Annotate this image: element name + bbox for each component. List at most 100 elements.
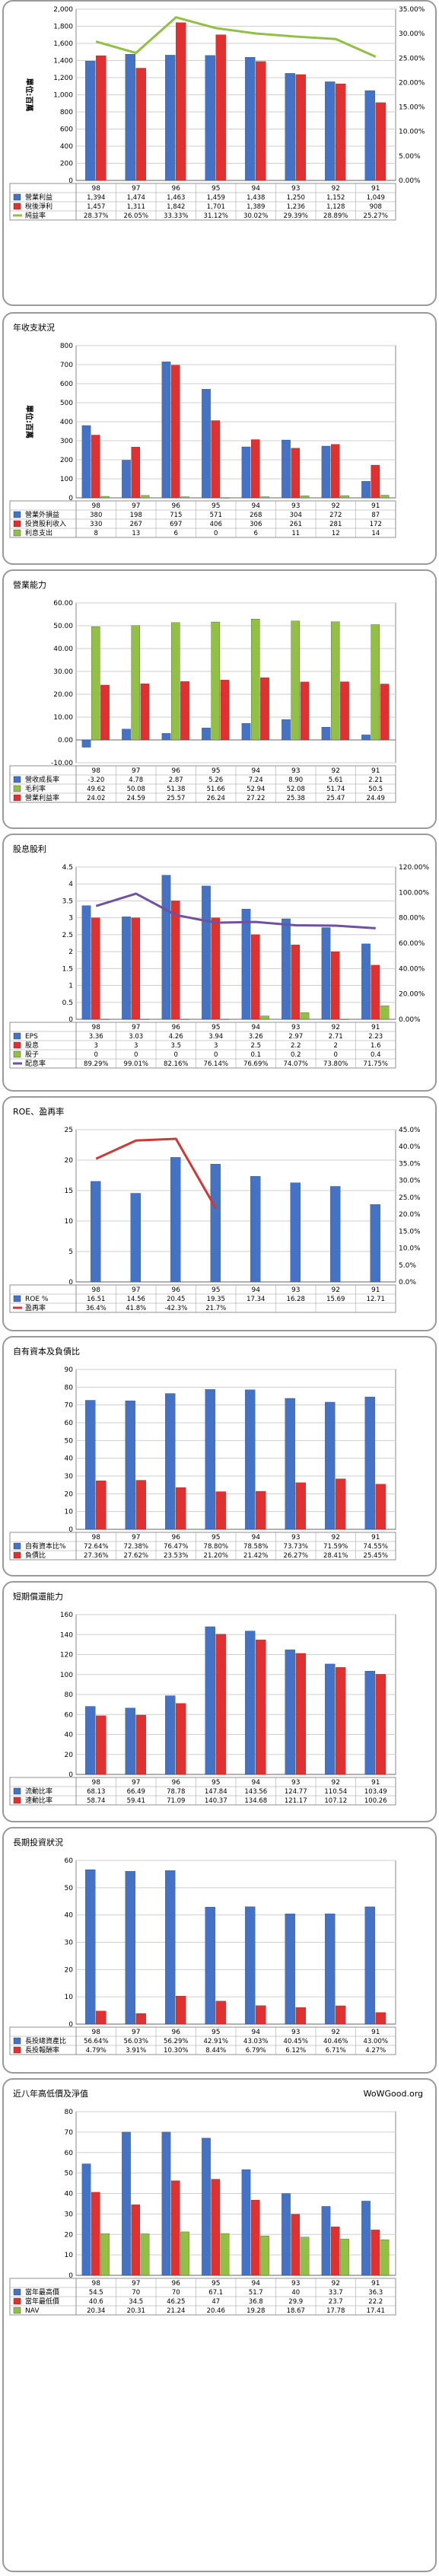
x-category-label: 93 <box>291 185 300 193</box>
data-label: 21.20% <box>204 1552 228 1560</box>
bar <box>170 1157 181 1283</box>
bar <box>291 2214 301 2276</box>
bar <box>100 2233 110 2276</box>
y-tick-label: 80 <box>65 2109 74 2116</box>
bar <box>215 34 226 181</box>
bar <box>260 1015 269 1020</box>
data-label: 1,463 <box>167 194 185 202</box>
bar <box>176 1487 186 1530</box>
y-tick-label: 0 <box>68 1279 73 1286</box>
data-label: 1,389 <box>247 203 265 211</box>
legend-swatch <box>13 202 21 210</box>
y-tick-label: 50.00 <box>53 623 73 630</box>
x-category-label: 97 <box>132 1024 140 1031</box>
x-category-label: 98 <box>92 1534 101 1541</box>
bar <box>285 1913 295 2025</box>
bar <box>241 723 251 741</box>
x-category-label: 98 <box>92 767 101 775</box>
x-category-label: 96 <box>172 1286 181 1294</box>
y-tick-label: 60 <box>65 1420 74 1427</box>
bar <box>336 83 346 181</box>
bar <box>211 621 221 741</box>
data-label: 27.62% <box>124 1552 148 1560</box>
bar <box>91 1181 101 1283</box>
data-label: 33.33% <box>164 212 188 220</box>
bar <box>131 447 141 499</box>
data-label: 58.74 <box>87 1797 105 1805</box>
legend-label: 利息支出 <box>25 528 52 537</box>
data-label: 78.58% <box>243 1543 268 1551</box>
bar <box>202 728 211 741</box>
y-tick-label: 0.00 <box>58 737 73 744</box>
data-label: 24.59 <box>127 795 145 802</box>
data-label: 24.02 <box>87 795 105 802</box>
x-category-label: 97 <box>132 1534 140 1541</box>
legend-label: 長投總資產比 <box>25 2036 66 2045</box>
y2-tick-label: 20.0% <box>399 1211 421 1219</box>
x-category-label: 92 <box>332 1534 340 1541</box>
bar <box>81 2163 91 2276</box>
y2-tick-label: 25.00% <box>399 55 425 62</box>
bar <box>371 624 380 741</box>
data-label: 6.71% <box>326 2047 346 2055</box>
x-category-label: 98 <box>92 185 101 193</box>
legend-swatch <box>13 1551 21 1559</box>
bar <box>131 625 141 741</box>
legend-label: 負債比 <box>25 1551 46 1560</box>
y2-tick-label: 35.0% <box>399 1160 421 1168</box>
y-tick-label: 40 <box>65 1912 74 1920</box>
x-category-label: 94 <box>252 185 261 193</box>
x-category-label: 93 <box>291 2029 300 2036</box>
x-category-label: 91 <box>371 502 380 510</box>
data-label: 16.28 <box>287 1296 305 1303</box>
bar <box>125 1871 135 2025</box>
x-category-label: 93 <box>291 1779 300 1787</box>
y-tick-label: 400 <box>60 419 73 426</box>
bar <box>91 2192 100 2276</box>
bar <box>125 1707 135 1775</box>
bar <box>85 61 96 181</box>
y-tick-label: 10 <box>65 2252 74 2259</box>
y-tick-label: 3 <box>68 915 73 923</box>
bar <box>241 908 251 1020</box>
legend-swatch <box>13 1542 21 1550</box>
bar <box>364 90 375 181</box>
x-category-label: 94 <box>252 1286 261 1294</box>
data-table <box>9 1777 396 1806</box>
bar <box>215 2001 226 2025</box>
bar <box>340 681 349 741</box>
bar <box>321 727 331 741</box>
y-tick-label: 40.00 <box>53 646 73 653</box>
data-label: 82.16% <box>164 1060 188 1068</box>
bar <box>125 54 135 181</box>
data-label: 30.02% <box>243 212 268 220</box>
y2-tick-label: 5.0% <box>399 1262 416 1270</box>
data-label: 51.7 <box>249 2289 263 2297</box>
data-label: 67.1 <box>208 2289 223 2297</box>
bar <box>260 2236 269 2276</box>
data-label: 11 <box>291 530 300 537</box>
plot-area <box>75 1129 396 1283</box>
legend-swatch <box>13 2288 21 2296</box>
y-tick-label: 0 <box>68 1016 73 1024</box>
data-label: 23.53% <box>164 1552 188 1560</box>
data-label: 10.30% <box>164 2047 188 2055</box>
bar <box>96 55 107 181</box>
data-label: 143.56 <box>244 1788 267 1796</box>
x-category-label: 94 <box>252 1779 261 1787</box>
data-label: 3 <box>214 1042 218 1050</box>
chart-panel-6: 自有資本及負債比 0 10 20 30 40 50 60 70 80 90 98 97 96 95 94 93 9… <box>2 1336 437 1577</box>
y2-tick-label: 30.00% <box>399 30 425 38</box>
bar <box>176 22 186 181</box>
legend-swatch <box>13 529 21 537</box>
bar <box>260 677 269 741</box>
chart-panel-5: ROE、盈再率 0 5 10 15 20 25 0.0% 5.0% 10.0% 15.0% 20.0%… <box>2 1096 437 1331</box>
bar <box>85 1400 96 1530</box>
chart-title: 股息股利 <box>13 843 46 854</box>
chart-title: 近八年高低價及淨值 <box>13 2088 88 2099</box>
data-label: 47 <box>212 2298 220 2306</box>
data-label: 52.08 <box>287 786 305 793</box>
data-label: 17.78 <box>326 2307 345 2315</box>
y-tick-label: 140 <box>60 1631 73 1639</box>
bar <box>295 74 306 181</box>
